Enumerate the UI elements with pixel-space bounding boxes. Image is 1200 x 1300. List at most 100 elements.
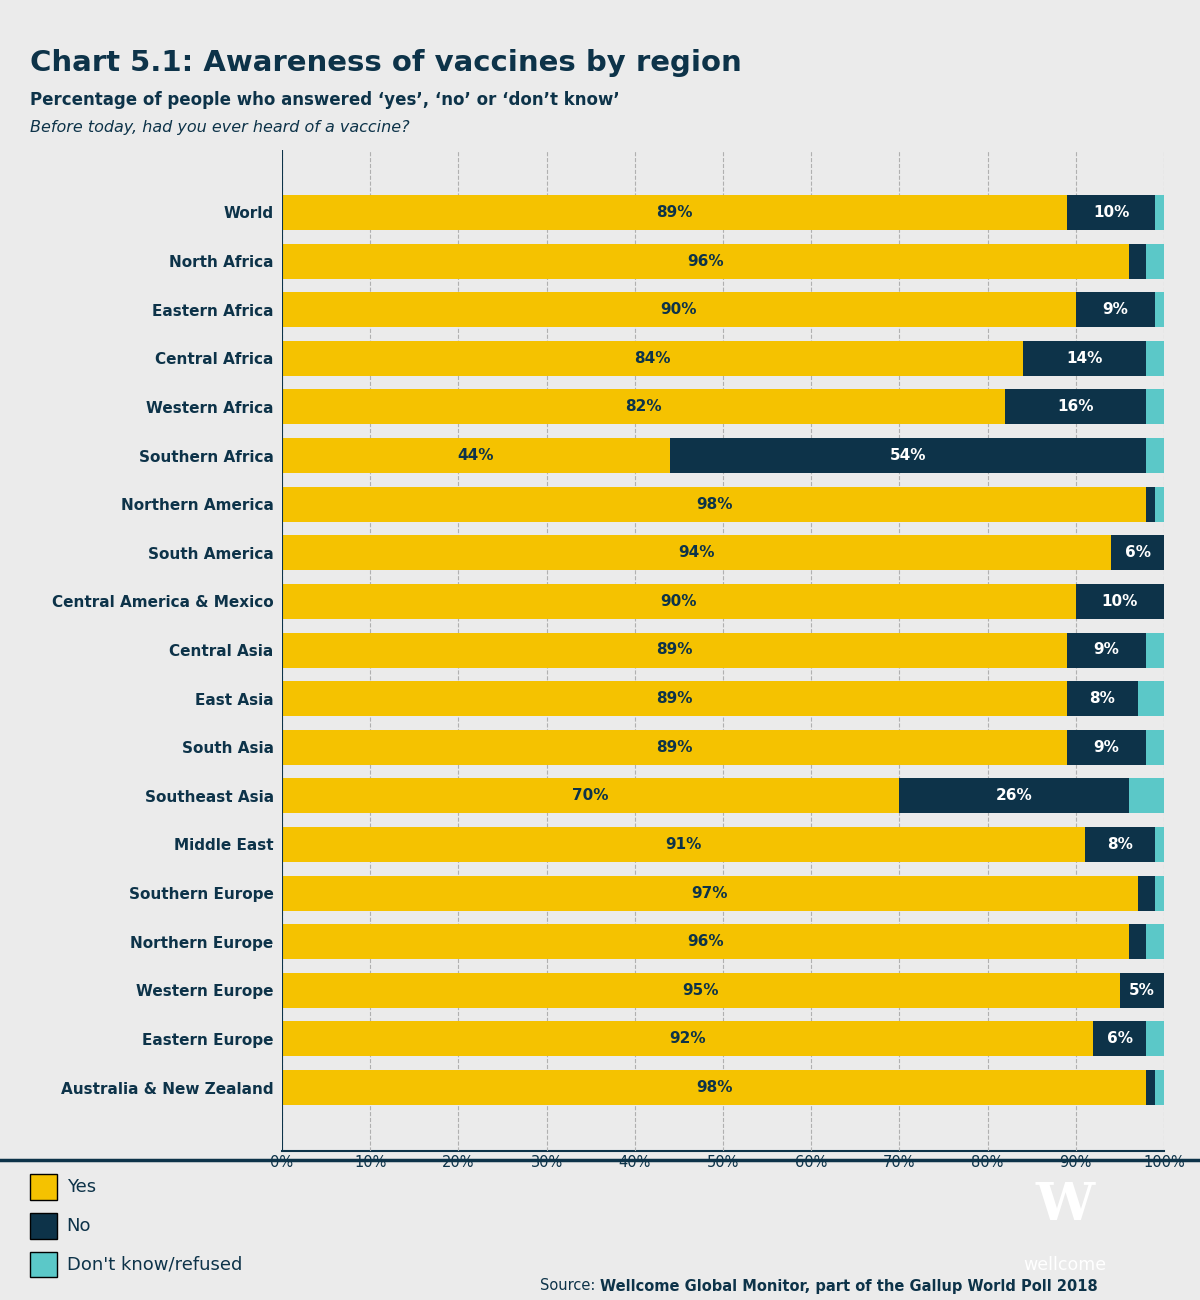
Bar xyxy=(1146,1022,1164,1057)
Text: 92%: 92% xyxy=(670,1031,706,1046)
Text: 9%: 9% xyxy=(1093,642,1120,658)
Bar xyxy=(282,681,1067,716)
Text: No: No xyxy=(67,1217,91,1235)
Bar xyxy=(282,1022,1093,1057)
Bar xyxy=(1156,486,1164,521)
Text: 91%: 91% xyxy=(665,837,702,852)
Text: 16%: 16% xyxy=(1057,399,1094,415)
Bar xyxy=(1129,243,1146,278)
Text: W: W xyxy=(1036,1180,1094,1231)
Bar xyxy=(282,341,1022,376)
Text: wellcome: wellcome xyxy=(1024,1257,1106,1274)
Bar xyxy=(670,438,1146,473)
Text: 8%: 8% xyxy=(1106,837,1133,852)
Text: Yes: Yes xyxy=(67,1178,96,1196)
Text: 90%: 90% xyxy=(661,594,697,608)
Bar xyxy=(282,924,1129,959)
FancyBboxPatch shape xyxy=(30,1252,58,1278)
Bar xyxy=(1129,924,1146,959)
Text: 90%: 90% xyxy=(661,302,697,317)
Text: Percentage of people who answered ‘yes’, ‘no’ or ‘don’t know’: Percentage of people who answered ‘yes’,… xyxy=(30,91,619,109)
Bar xyxy=(1156,827,1164,862)
Bar xyxy=(282,779,900,814)
Bar xyxy=(1093,1022,1146,1057)
Bar xyxy=(1138,876,1156,910)
Bar xyxy=(1156,292,1164,328)
Bar xyxy=(1156,1070,1164,1105)
Text: 10%: 10% xyxy=(1102,594,1138,608)
Text: 8%: 8% xyxy=(1090,692,1115,706)
Text: Don't know/refused: Don't know/refused xyxy=(67,1256,242,1274)
Text: 9%: 9% xyxy=(1093,740,1120,755)
Bar xyxy=(1076,292,1156,328)
Bar xyxy=(282,390,1006,424)
Text: 98%: 98% xyxy=(696,1080,732,1095)
Text: 9%: 9% xyxy=(1103,302,1128,317)
Bar xyxy=(1156,876,1164,910)
Bar xyxy=(1146,924,1164,959)
Bar xyxy=(282,827,1085,862)
Bar xyxy=(1076,584,1164,619)
Text: 70%: 70% xyxy=(572,788,608,803)
Bar xyxy=(282,195,1067,230)
Bar xyxy=(1146,1070,1156,1105)
Bar xyxy=(1022,341,1146,376)
Text: 5%: 5% xyxy=(1129,983,1154,998)
Bar xyxy=(1146,729,1164,764)
Bar xyxy=(282,876,1138,910)
Text: Wellcome Global Monitor, part of the Gallup World Poll 2018: Wellcome Global Monitor, part of the Gal… xyxy=(600,1278,1098,1294)
Bar xyxy=(1146,390,1164,424)
Bar xyxy=(1120,972,1164,1008)
Bar xyxy=(282,536,1111,571)
Text: Source:: Source: xyxy=(540,1278,600,1294)
Text: 6%: 6% xyxy=(1106,1031,1133,1046)
Text: 89%: 89% xyxy=(656,740,692,755)
Text: 26%: 26% xyxy=(996,788,1032,803)
Bar xyxy=(1138,681,1164,716)
Text: 14%: 14% xyxy=(1067,351,1103,365)
Bar xyxy=(1129,779,1164,814)
Bar xyxy=(1006,390,1146,424)
Text: Before today, had you ever heard of a vaccine?: Before today, had you ever heard of a va… xyxy=(30,120,409,135)
Text: 95%: 95% xyxy=(683,983,719,998)
FancyBboxPatch shape xyxy=(30,1174,58,1200)
Bar xyxy=(1146,486,1156,521)
Text: 84%: 84% xyxy=(634,351,671,365)
Text: 94%: 94% xyxy=(678,545,715,560)
Text: 98%: 98% xyxy=(696,497,732,512)
Bar xyxy=(1067,681,1138,716)
Bar xyxy=(282,584,1076,619)
Bar xyxy=(1067,729,1146,764)
Text: 82%: 82% xyxy=(625,399,662,415)
Text: 89%: 89% xyxy=(656,642,692,658)
Text: 96%: 96% xyxy=(688,935,724,949)
Text: 10%: 10% xyxy=(1093,205,1129,220)
FancyBboxPatch shape xyxy=(30,1213,58,1239)
Bar xyxy=(282,438,670,473)
Bar xyxy=(1067,633,1146,667)
Bar xyxy=(282,633,1067,667)
Text: Chart 5.1: Awareness of vaccines by region: Chart 5.1: Awareness of vaccines by regi… xyxy=(30,49,742,78)
Text: 96%: 96% xyxy=(688,254,724,269)
Text: 89%: 89% xyxy=(656,692,692,706)
Bar xyxy=(1146,341,1164,376)
Text: 89%: 89% xyxy=(656,205,692,220)
Bar xyxy=(1085,827,1156,862)
Bar xyxy=(1067,195,1156,230)
Bar xyxy=(282,292,1076,328)
Bar xyxy=(900,779,1129,814)
Bar xyxy=(1146,438,1164,473)
Bar xyxy=(282,243,1129,278)
Bar xyxy=(282,1070,1146,1105)
Text: 6%: 6% xyxy=(1124,545,1151,560)
Bar xyxy=(282,486,1146,521)
Text: 54%: 54% xyxy=(890,448,926,463)
Bar xyxy=(1146,243,1164,278)
Bar xyxy=(1146,633,1164,667)
Text: 44%: 44% xyxy=(457,448,494,463)
Bar xyxy=(282,729,1067,764)
Bar xyxy=(1111,536,1164,571)
Bar xyxy=(282,972,1120,1008)
Bar xyxy=(1156,195,1164,230)
Text: 97%: 97% xyxy=(691,885,728,901)
